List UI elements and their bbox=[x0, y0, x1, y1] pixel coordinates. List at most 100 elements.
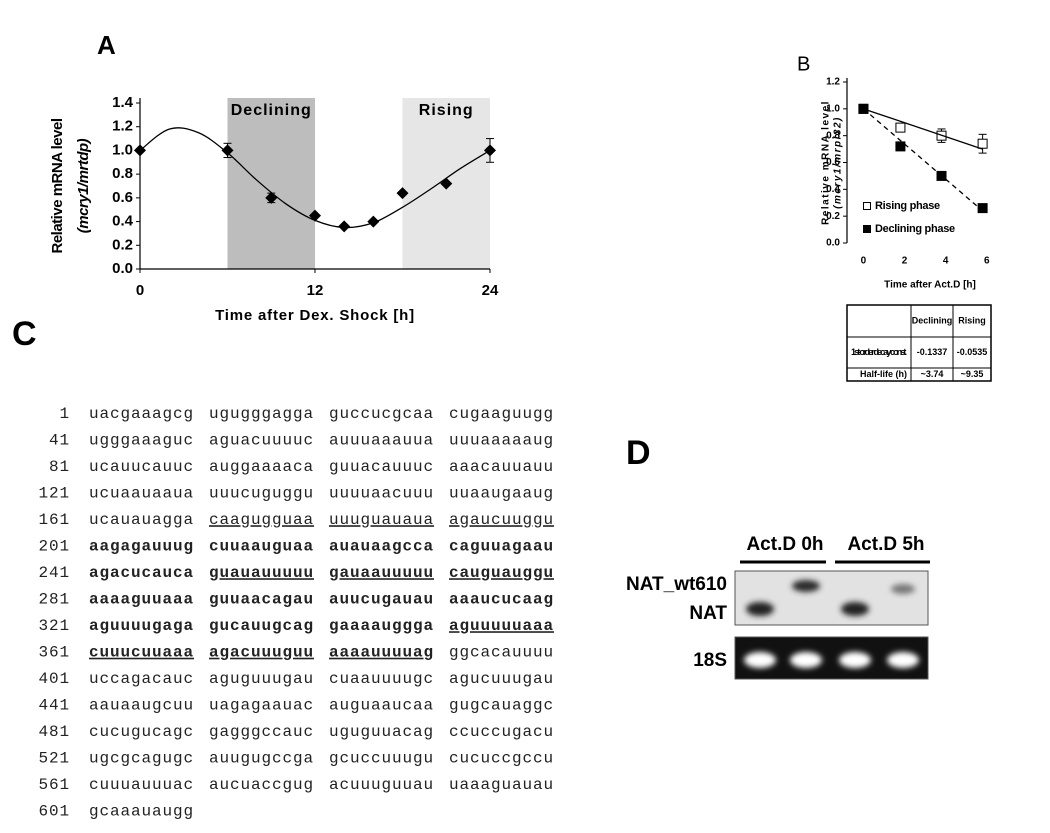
x-tick-label: 4 bbox=[943, 256, 949, 267]
marker bbox=[863, 202, 871, 210]
table-cell: ~3.74 bbox=[921, 369, 944, 379]
y-axis-label: (mcry1/mrpl32) bbox=[833, 116, 844, 209]
y-tick-label: 0.4 bbox=[112, 213, 134, 230]
x-tick-label: 6 bbox=[984, 256, 990, 267]
x-tick-label: 24 bbox=[482, 282, 499, 299]
sequence-group: guuaacagau bbox=[209, 591, 314, 609]
shaded-region bbox=[227, 98, 315, 269]
sequence-position: 281 bbox=[38, 591, 70, 609]
sequence-group: guauauuuuu bbox=[209, 564, 314, 582]
sequence-group: aaaucucaag bbox=[449, 591, 554, 609]
band bbox=[792, 580, 820, 592]
decay-table: Declining Rising 1st-order decay const. -0.… bbox=[846, 304, 992, 382]
legend-label: Rising phase bbox=[875, 200, 940, 212]
sequence-position: 81 bbox=[49, 458, 70, 476]
band bbox=[839, 652, 871, 668]
sequence-group: ugcgcagugc bbox=[89, 750, 194, 768]
table-cell: ~9.35 bbox=[961, 369, 984, 379]
sequence-group: uagagaauac bbox=[209, 697, 314, 715]
sequence-group: cuuucuuaaa bbox=[89, 644, 194, 662]
sequence-group: auauaagcca bbox=[329, 538, 434, 556]
table-border bbox=[846, 304, 992, 382]
sequence-position: 201 bbox=[38, 538, 70, 556]
sequence-group: cuuuauuuac bbox=[89, 776, 194, 794]
marker bbox=[367, 215, 380, 228]
panel-label: D bbox=[626, 434, 651, 472]
gel: Act.D 0h Act.D 5h NAT_wt610 NAT 18S bbox=[626, 534, 930, 680]
sequence-group: agucuuugau bbox=[449, 670, 554, 688]
sequence-group: uacgaaagcg bbox=[89, 405, 194, 423]
sequence-group: gugcauaggc bbox=[449, 697, 554, 715]
sequence-group: gauaauuuuu bbox=[329, 564, 434, 582]
gel-blot bbox=[734, 570, 929, 626]
sequence-group: aaaaguuaaa bbox=[89, 591, 194, 609]
sequence-group: caagugguaa bbox=[209, 511, 314, 529]
y-tick-label: 0.2 bbox=[826, 211, 840, 222]
table-cell: Half-life (h) bbox=[860, 369, 907, 379]
sequence-group: gcuccuuugu bbox=[329, 750, 434, 768]
sequence-group: agaucuuggu bbox=[449, 511, 554, 529]
y-tick-label: 0.2 bbox=[112, 236, 133, 253]
y-tick-label: 1.2 bbox=[112, 118, 133, 135]
sequence-group: uguguuacag bbox=[329, 723, 434, 741]
sequence-group: cucuccgccu bbox=[449, 750, 554, 768]
sequence-group: guccucgcaa bbox=[329, 405, 434, 423]
legend-label: Declining phase bbox=[875, 223, 955, 235]
sequence-group: agacuuuguu bbox=[209, 644, 314, 662]
fit-line bbox=[863, 108, 983, 150]
sequence-position: 521 bbox=[38, 750, 70, 768]
lane-label: Act.D 0h bbox=[746, 534, 823, 555]
sequence-group: ugugggagga bbox=[209, 405, 314, 423]
sequence: 1 uacgaaagcg ugugggagga guccucgcaa cugaaguug… bbox=[38, 405, 554, 821]
sequence-group: uuuaaaaaug bbox=[449, 432, 554, 450]
lane-label: Act.D 5h bbox=[847, 534, 924, 555]
sequence-position: 481 bbox=[38, 723, 70, 741]
sequence-group: uuucuguggu bbox=[209, 485, 314, 503]
band-label: NAT bbox=[689, 603, 727, 624]
table-cell: 1st-order decay const. bbox=[851, 347, 907, 357]
sequence-group: aaaauuuuag bbox=[329, 644, 434, 662]
y-tick-label: 0.6 bbox=[826, 157, 840, 168]
sequence-group: ucauucauuc bbox=[89, 458, 194, 476]
sequence-group: auugugccga bbox=[209, 750, 314, 768]
sequence-group: caguuagaau bbox=[449, 538, 554, 556]
sequence-group: uccagacauc bbox=[89, 670, 194, 688]
sequence-group: ugggaaaguc bbox=[89, 432, 194, 450]
y-tick-label: 1.0 bbox=[826, 103, 840, 114]
sequence-group: guuacauuuc bbox=[329, 458, 434, 476]
panel-label: A bbox=[97, 30, 116, 60]
band bbox=[746, 602, 774, 616]
marker bbox=[338, 220, 351, 233]
marker bbox=[396, 187, 409, 200]
table-header: Rising bbox=[958, 315, 986, 325]
sequence-group: uaaaguauau bbox=[449, 776, 554, 794]
sequence-group: cucugucagc bbox=[89, 723, 194, 741]
sequence-group: auguaaucaa bbox=[329, 697, 434, 715]
sequence-group: uuuguauaua bbox=[329, 511, 434, 529]
band-label: 18S bbox=[693, 650, 727, 671]
y-tick-label: 1.2 bbox=[826, 77, 840, 88]
y-tick-label: 0.0 bbox=[826, 238, 840, 249]
chart: 0.0 0.2 0.4 0.6 0.8 1.0 1.2 0 2 4 6 Time after Act.… bbox=[821, 77, 990, 291]
y-tick-label: 0.8 bbox=[826, 130, 840, 141]
fit-line bbox=[139, 127, 491, 229]
fit-line bbox=[863, 108, 984, 212]
marker bbox=[977, 138, 988, 149]
sequence-position: 441 bbox=[38, 697, 70, 715]
sequence-group: uuuuaacuuu bbox=[329, 485, 434, 503]
y-tick-label: 0.0 bbox=[112, 260, 133, 277]
marker bbox=[221, 144, 234, 157]
x-tick-label: 0 bbox=[861, 256, 867, 267]
sequence-group: gcaaauaugg bbox=[89, 803, 194, 821]
x-axis-label: Time after Act.D [h] bbox=[884, 280, 976, 291]
sequence-group: aagagauuug bbox=[89, 538, 194, 556]
sequence-group: auucugauau bbox=[329, 591, 434, 609]
sequence-group: cuaauuuugc bbox=[329, 670, 434, 688]
band bbox=[790, 652, 822, 668]
y-axis-label: Relative mRNA level bbox=[49, 118, 66, 253]
panel-label: C bbox=[12, 315, 37, 353]
sequence-group: aauaaugcuu bbox=[89, 697, 194, 715]
band bbox=[887, 652, 919, 668]
